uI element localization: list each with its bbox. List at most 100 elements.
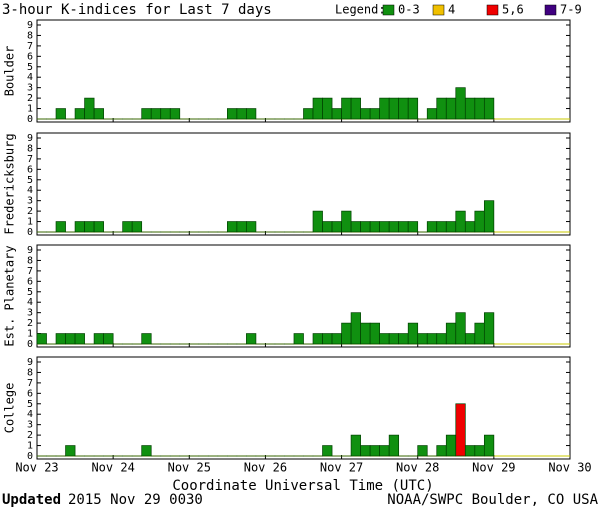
y-tick-label: 1 [27,217,33,228]
bar [350,221,361,233]
bar [65,333,76,345]
bar [426,221,438,233]
bar [150,108,162,120]
y-tick-label: 2 [27,318,33,329]
x-tick-label: Nov 30 [548,461,591,475]
x-tick-label: Nov 27 [320,461,363,475]
y-tick-label: 7 [27,41,33,52]
y-tick-label: 6 [27,276,33,287]
y-tick-label: 8 [27,30,33,41]
bar [93,108,104,120]
bar [322,333,333,345]
y-tick-label: 1 [27,104,33,115]
y-axis-label: Est. Planetary [3,245,17,346]
bar [455,210,466,233]
x-tick-label: Nov 23 [15,461,58,475]
y-tick-label: 8 [27,255,33,266]
y-tick-label: 7 [27,154,33,165]
bar [84,221,95,233]
y-tick-label: 4 [27,72,33,83]
bar [312,210,323,233]
bar [360,445,371,457]
bar [236,221,247,233]
y-tick-label: 8 [27,367,33,378]
y-tick-label: 5 [27,399,33,410]
bar [293,333,304,345]
bar [227,221,238,233]
x-tick-label: Nov 28 [396,461,439,475]
y-tick-label: 0 [27,114,33,125]
y-tick-label: 7 [27,266,33,277]
bar [426,333,438,345]
y-tick-label: 3 [27,308,33,319]
y-tick-label: 5 [27,287,33,298]
bar [369,322,380,345]
legend-label: 7-9 [560,3,582,17]
bar [464,445,476,457]
bar [55,108,66,120]
legend-swatch [432,4,445,16]
bar [141,108,152,120]
bar [331,108,342,120]
bar [369,445,380,457]
y-tick-label: 9 [27,245,33,256]
x-tick-label: Nov 25 [168,461,211,475]
bar [103,333,114,345]
x-tick-label: Nov 29 [472,461,515,475]
y-axis-label: Fredericksburg [3,133,17,234]
bar [246,221,257,233]
bar [464,333,476,345]
bar [122,221,133,233]
y-tick-label: 3 [27,196,33,207]
bar [65,445,76,457]
y-tick-label: 0 [27,227,33,238]
y-tick-label: 2 [27,93,33,104]
bar [93,221,104,233]
bar [141,333,152,345]
y-tick-label: 4 [27,185,33,196]
bar [455,403,466,457]
bar [426,108,438,120]
bar [331,333,342,345]
y-tick-label: 8 [27,143,33,154]
bar [322,445,333,457]
bar [312,333,323,345]
legend-swatch [382,4,395,16]
bar [455,312,466,345]
y-tick-label: 6 [27,164,33,175]
y-tick-label: 3 [27,83,33,94]
bar [398,333,409,345]
bar [436,333,447,345]
bar [246,333,257,345]
bar [160,108,171,120]
x-tick-label: Nov 26 [244,461,287,475]
bar [483,434,495,457]
bar [36,333,47,345]
updated-time: 2015 Nov 29 0030 [68,492,203,508]
bar [341,97,352,120]
panel-frame [36,244,571,348]
bar [169,108,181,120]
y-tick-label: 9 [27,357,33,368]
bar [388,221,400,233]
bar [379,221,390,233]
y-tick-label: 5 [27,62,33,73]
bar [74,108,85,120]
legend-label: 5,6 [502,3,524,17]
y-tick-label: 0 [27,339,33,350]
bar [474,210,485,233]
bar [388,434,400,457]
bar [55,221,66,233]
bar [436,97,447,120]
chart-title: 3-hour K-indices for Last 7 days [2,2,272,18]
bar [322,221,333,233]
bar [388,97,400,120]
legend-label: 0-3 [398,3,420,17]
bar [350,434,361,457]
bar [369,108,380,120]
legend-label: 4 [448,3,455,17]
bar [455,87,466,120]
bar [445,322,457,345]
bar [360,322,371,345]
bar [474,445,485,457]
